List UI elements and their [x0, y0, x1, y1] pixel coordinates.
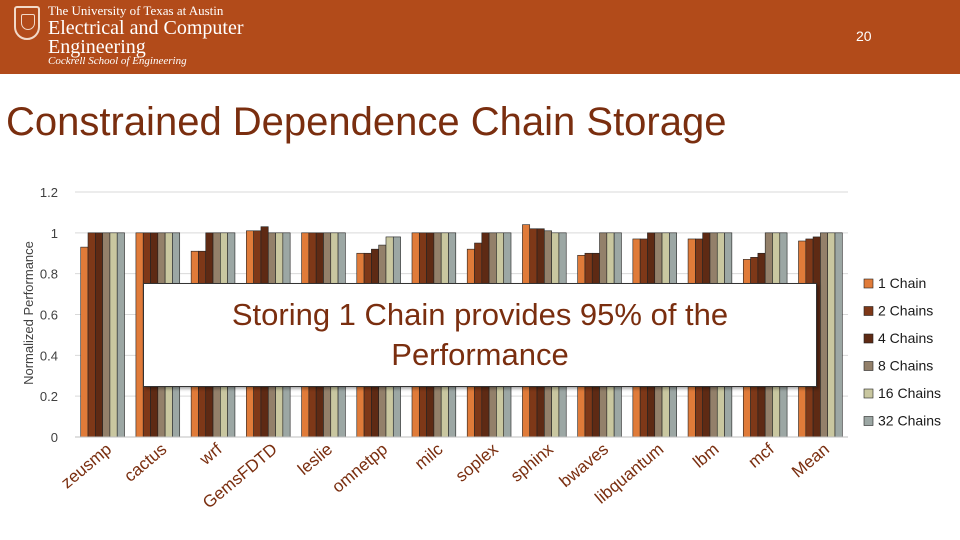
y-tick-label: 1 [51, 226, 58, 241]
x-tick-label: soplex [452, 439, 502, 485]
department-line-2: Engineering [48, 36, 146, 58]
header-bar: The University of Texas at Austin Electr… [0, 0, 960, 74]
y-axis-label: Normalized Performance [21, 241, 36, 385]
bar [95, 232, 103, 438]
y-tick-label: 0 [51, 430, 58, 445]
legend-swatch [863, 388, 874, 399]
legend-label: 1 Chain [878, 275, 926, 291]
x-tick-label: zeusmp [57, 440, 115, 493]
y-tick-label: 0.2 [40, 389, 58, 404]
x-tick-label: omnetpp [328, 440, 391, 497]
bar [116, 232, 125, 438]
x-tick-label: lbm [689, 440, 722, 472]
bar [834, 232, 843, 438]
legend-swatch [863, 416, 874, 426]
bar [102, 232, 111, 438]
y-tick-label: 1.2 [40, 185, 58, 200]
y-tick-label: 0.6 [40, 308, 58, 323]
callout-box: Storing 1 Chain provides 95% of the Perf… [143, 283, 817, 387]
y-tick-label: 0.4 [40, 348, 58, 363]
legend-swatch [863, 306, 874, 316]
bar [87, 232, 96, 438]
x-tick-label: mcf [745, 439, 778, 471]
bar [827, 232, 836, 438]
legend-label: 16 Chains [878, 385, 941, 401]
slide-title: Constrained Dependence Chain Storage [6, 100, 727, 144]
department-line-1: Electrical and Computer [48, 17, 244, 39]
school-name: Cockrell School of Engineering [48, 55, 187, 67]
legend-label: 4 Chains [878, 330, 933, 346]
x-tick-label: milc [411, 439, 447, 473]
bar [109, 232, 118, 438]
bar [80, 246, 89, 438]
x-tick-label: wrf [195, 439, 226, 469]
legend-swatch [863, 333, 874, 344]
legend-label: 32 Chains [878, 413, 941, 429]
legend-swatch [863, 361, 874, 371]
x-tick-label: Mean [788, 440, 833, 482]
y-tick-label: 0.8 [40, 267, 58, 282]
legend-swatch [863, 278, 874, 289]
callout-text: Storing 1 Chain provides 95% of the Perf… [231, 297, 729, 372]
ut-seal-icon [14, 6, 40, 40]
page-number: 20 [856, 28, 872, 44]
x-tick-label: sphinx [507, 439, 557, 485]
university-name: The University of Texas at Austin [48, 3, 224, 18]
x-tick-label: cactus [121, 440, 171, 486]
legend-label: 2 Chains [878, 303, 933, 319]
bar [820, 232, 828, 438]
legend-label: 8 Chains [878, 358, 933, 374]
x-tick-label: leslie [294, 440, 336, 479]
